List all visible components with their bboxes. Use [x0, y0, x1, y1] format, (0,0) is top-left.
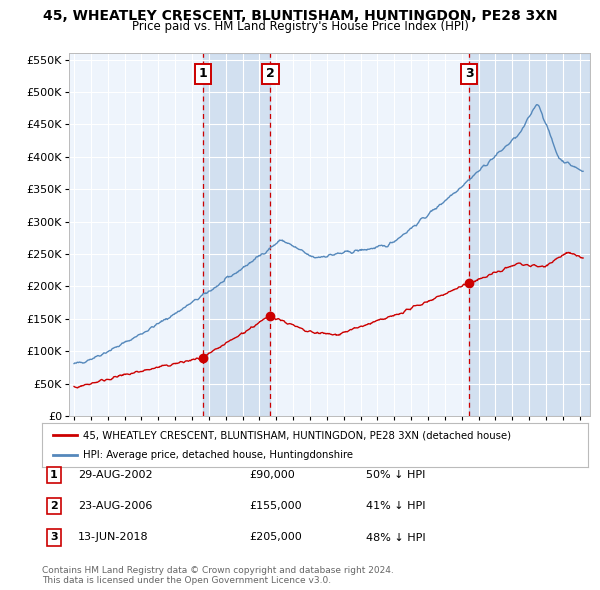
Text: This data is licensed under the Open Government Licence v3.0.: This data is licensed under the Open Gov… — [42, 576, 331, 585]
Bar — [203, 53, 271, 416]
Text: 1: 1 — [199, 67, 208, 80]
Text: 48% ↓ HPI: 48% ↓ HPI — [366, 533, 425, 542]
Text: 50% ↓ HPI: 50% ↓ HPI — [366, 470, 425, 480]
Text: 2: 2 — [266, 67, 275, 80]
Text: 29-AUG-2002: 29-AUG-2002 — [78, 470, 152, 480]
Text: 1: 1 — [50, 470, 58, 480]
Text: Contains HM Land Registry data © Crown copyright and database right 2024.: Contains HM Land Registry data © Crown c… — [42, 566, 394, 575]
Bar — [469, 53, 590, 416]
Text: 2: 2 — [50, 502, 58, 511]
Text: £155,000: £155,000 — [249, 502, 302, 511]
Text: Price paid vs. HM Land Registry's House Price Index (HPI): Price paid vs. HM Land Registry's House … — [131, 20, 469, 33]
Text: £205,000: £205,000 — [249, 533, 302, 542]
Text: 45, WHEATLEY CRESCENT, BLUNTISHAM, HUNTINGDON, PE28 3XN: 45, WHEATLEY CRESCENT, BLUNTISHAM, HUNTI… — [43, 9, 557, 24]
Text: 13-JUN-2018: 13-JUN-2018 — [78, 533, 149, 542]
Text: 3: 3 — [465, 67, 473, 80]
Text: £90,000: £90,000 — [249, 470, 295, 480]
Text: HPI: Average price, detached house, Huntingdonshire: HPI: Average price, detached house, Hunt… — [83, 450, 353, 460]
Text: 41% ↓ HPI: 41% ↓ HPI — [366, 502, 425, 511]
Text: 23-AUG-2006: 23-AUG-2006 — [78, 502, 152, 511]
Text: 3: 3 — [50, 533, 58, 542]
Text: 45, WHEATLEY CRESCENT, BLUNTISHAM, HUNTINGDON, PE28 3XN (detached house): 45, WHEATLEY CRESCENT, BLUNTISHAM, HUNTI… — [83, 431, 511, 440]
